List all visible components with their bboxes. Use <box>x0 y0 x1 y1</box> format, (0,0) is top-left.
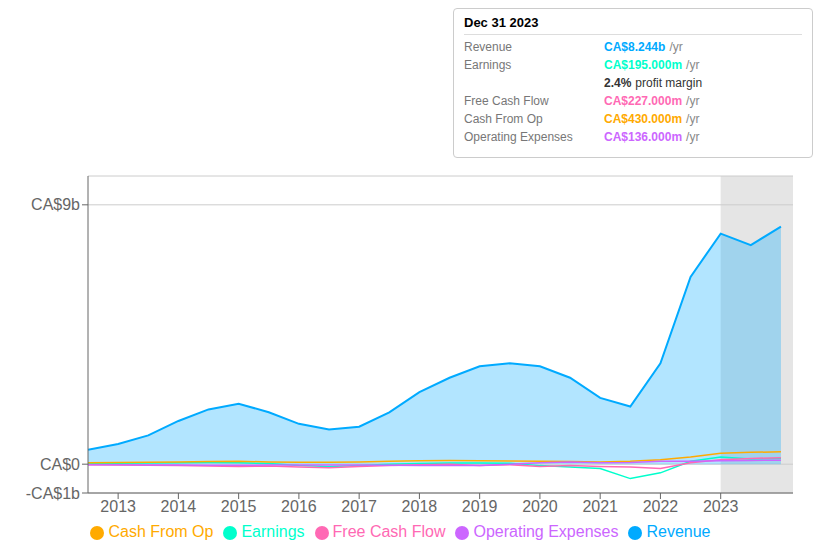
svg-text:2018: 2018 <box>402 498 438 515</box>
html-text:CA$430.000m /yr: CA$430.000m /yr <box>604 112 700 126</box>
svg-text:2015: 2015 <box>221 498 257 515</box>
html-text:Earnings: Earnings <box>464 58 512 72</box>
svg-text:-CA$1b: -CA$1b <box>26 485 80 502</box>
svg-text:2017: 2017 <box>341 498 377 515</box>
html-text:Dec 31 2023: Dec 31 2023 <box>464 15 539 30</box>
svg-text:CA$9b: CA$9b <box>31 196 80 213</box>
html-text:Operating Expenses: Operating Expenses <box>464 130 573 144</box>
svg-text:2021: 2021 <box>582 498 618 515</box>
svg-text:2022: 2022 <box>643 498 679 515</box>
svg-text:2014: 2014 <box>161 498 197 515</box>
svg-text:2016: 2016 <box>281 498 317 515</box>
html-text:Cash From Op: Cash From Op <box>464 112 543 126</box>
html-text:Free Cash Flow: Free Cash Flow <box>464 94 549 108</box>
html-text:CA$8.244b /yr: CA$8.244b /yr <box>604 40 683 54</box>
html-text:CA$136.000m /yr: CA$136.000m /yr <box>604 130 700 144</box>
svg-text:2023: 2023 <box>703 498 739 515</box>
svg-text:2013: 2013 <box>100 498 136 515</box>
html-text:Earnings: Earnings <box>241 523 305 540</box>
svg-text:CA$0: CA$0 <box>40 456 80 473</box>
html-text:Free Cash Flow: Free Cash Flow <box>332 523 446 540</box>
html-text:Revenue: Revenue <box>646 523 711 540</box>
html-text:2.4% profit margin: 2.4% profit margin <box>604 76 703 90</box>
html-text:CA$227.000m /yr: CA$227.000m /yr <box>604 94 700 108</box>
svg-text:2019: 2019 <box>462 498 498 515</box>
html-text:Operating Expenses: Operating Expenses <box>473 523 619 540</box>
svg-text:2020: 2020 <box>522 498 558 515</box>
html-text:CA$195.000m /yr: CA$195.000m /yr <box>604 58 700 72</box>
html-text:Revenue: Revenue <box>464 40 512 54</box>
html-text:Cash From Op: Cash From Op <box>108 523 214 540</box>
